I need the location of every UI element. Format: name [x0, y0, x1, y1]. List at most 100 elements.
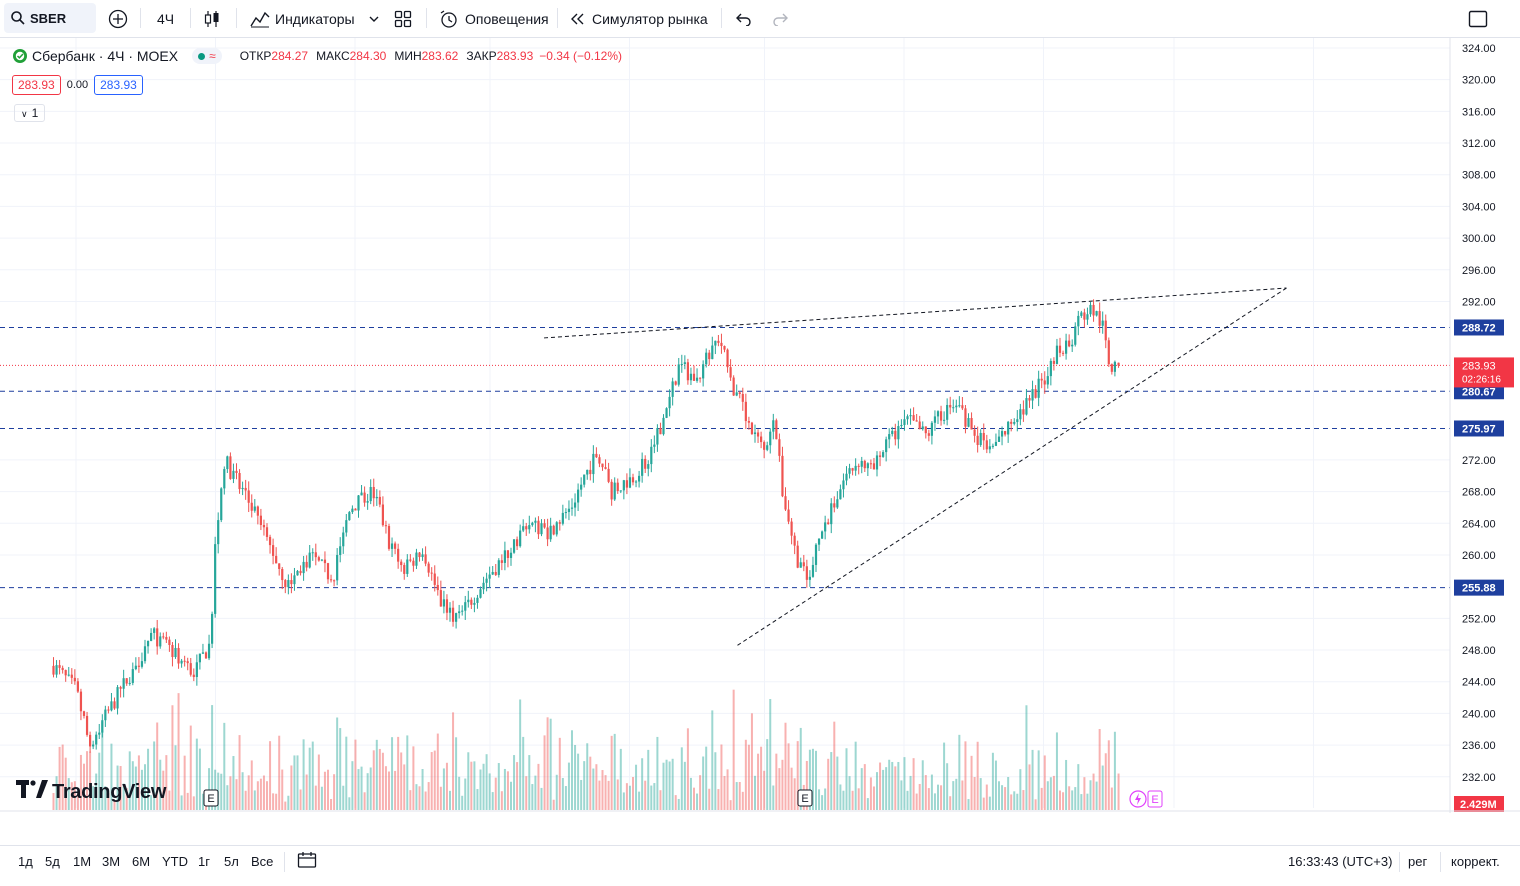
volume-bar-down	[857, 788, 860, 810]
chart-type-button[interactable]	[203, 0, 221, 37]
range-5d-button[interactable]: 5д	[45, 853, 60, 869]
range-6m-button[interactable]: 6М	[132, 853, 151, 869]
candle-down	[372, 478, 375, 507]
volume-bar-up	[391, 737, 394, 810]
volume-bar-down	[107, 792, 110, 810]
bottom-toolbar: 1д 5д 1М 3М 6М YTD 1г 5л Все 16:33:43 (U…	[0, 845, 1520, 886]
price-tick-label: 272.00	[1462, 455, 1496, 467]
redo-icon	[772, 12, 790, 26]
price-chart[interactable]: EEEE324.00320.00316.00312.00308.00304.00…	[0, 38, 1520, 813]
volume-bar-down	[192, 796, 195, 810]
candle-down	[244, 479, 247, 500]
candle-down	[317, 555, 320, 562]
indicators-toggle[interactable]: ∨ 1	[14, 104, 46, 122]
volume-bar-up	[656, 736, 659, 810]
price-tick-label: 252.00	[1462, 613, 1496, 625]
indicators-button[interactable]: Индикаторы	[250, 0, 355, 37]
adjustment-button[interactable]: коррект.	[1451, 853, 1500, 869]
candle-body	[92, 744, 95, 747]
volume-bar-up	[455, 737, 458, 810]
candle-body	[738, 392, 741, 394]
candle-down	[741, 387, 744, 411]
interval-button[interactable]: 4Ч	[157, 10, 175, 27]
redo-button[interactable]	[772, 0, 790, 37]
timezone-clock-button[interactable]: 16:33:43 (UTC+3)	[1288, 853, 1393, 869]
market-status-badge[interactable]: ≈	[192, 48, 222, 64]
candle-body	[638, 475, 641, 482]
candle-body	[857, 465, 860, 467]
volume-bar-down	[598, 780, 601, 810]
candle-up	[220, 487, 223, 523]
range-1y-button[interactable]: 1г	[198, 853, 210, 869]
grid-icon	[394, 10, 412, 28]
chart-pane[interactable]: EEEE324.00320.00316.00312.00308.00304.00…	[0, 38, 1520, 813]
candle-up	[1007, 420, 1010, 443]
ask-price-button[interactable]: 283.93	[94, 75, 143, 95]
candle-body	[348, 512, 351, 521]
range-all-button[interactable]: Все	[251, 853, 274, 869]
range-1m-button[interactable]: 1М	[73, 853, 92, 869]
candle-down	[982, 423, 985, 450]
range-ytd-button[interactable]: YTD	[162, 853, 188, 869]
range-1d-button[interactable]: 1д	[18, 853, 33, 869]
volume-bar-up	[144, 764, 146, 810]
volume-bar-up	[561, 778, 564, 810]
volume-bar-down	[717, 789, 720, 810]
candle-body	[1013, 422, 1016, 424]
candle-body	[107, 709, 110, 711]
symbol-search-button[interactable]: SBER	[4, 3, 96, 33]
candle-body	[592, 453, 595, 475]
compare-button[interactable]	[108, 0, 128, 37]
fullscreen-button[interactable]	[1468, 0, 1488, 37]
volume-bar-up	[705, 746, 708, 810]
volume-bar-down	[1022, 790, 1025, 810]
volume-bar-up	[296, 755, 299, 810]
candle-up	[1080, 310, 1083, 318]
tradingview-logo[interactable]: TradingView	[16, 780, 166, 804]
volume-bar-down	[238, 735, 241, 810]
square-icon	[1468, 10, 1488, 28]
session-button[interactable]: рег	[1408, 853, 1428, 869]
alerts-button[interactable]: Оповещения	[439, 0, 549, 37]
candle-down	[333, 579, 336, 587]
templates-dropdown[interactable]	[368, 0, 380, 37]
volume-bar-up	[473, 761, 476, 810]
candle-down	[784, 487, 787, 512]
volume-bar-down	[314, 785, 317, 810]
candle-body	[695, 377, 699, 381]
candle-up	[991, 443, 994, 449]
candle-body	[720, 342, 723, 347]
candle-up	[769, 428, 772, 454]
range-3m-button[interactable]: 3М	[102, 853, 121, 869]
legend-symbol-title[interactable]: Сбербанк · 4Ч · MOEX	[32, 48, 179, 64]
candle-body	[793, 535, 796, 546]
candle-body	[494, 571, 497, 575]
candle-up	[577, 483, 580, 512]
candle-down	[430, 567, 433, 581]
candle-body	[1034, 389, 1037, 398]
candle-up	[1086, 307, 1089, 325]
bid-price-button[interactable]: 283.93	[12, 75, 61, 95]
candle-up	[689, 367, 693, 386]
replay-button[interactable]: Симулятор рынка	[569, 0, 708, 37]
volume-bar-down	[589, 756, 592, 810]
candle-body	[689, 373, 693, 381]
layouts-button[interactable]	[394, 0, 412, 37]
volume-bar-up	[1013, 791, 1016, 810]
last-price-tag-box	[1454, 357, 1514, 388]
range-5y-button[interactable]: 5л	[224, 853, 239, 869]
volume-bar-up	[1113, 731, 1116, 810]
candle-up	[509, 547, 513, 566]
candle-down	[607, 462, 610, 484]
volume-bar-up	[336, 717, 339, 810]
candle-body	[64, 670, 67, 676]
candle-body	[226, 456, 229, 470]
candle-up	[839, 484, 842, 500]
candle-body	[180, 660, 183, 664]
price-tick-label: 264.00	[1462, 518, 1496, 530]
goto-date-button[interactable]	[297, 846, 317, 876]
volume-bar-up	[134, 766, 137, 810]
volume-bar-down	[64, 757, 67, 810]
undo-button[interactable]	[734, 0, 752, 37]
candle-down	[589, 460, 592, 481]
